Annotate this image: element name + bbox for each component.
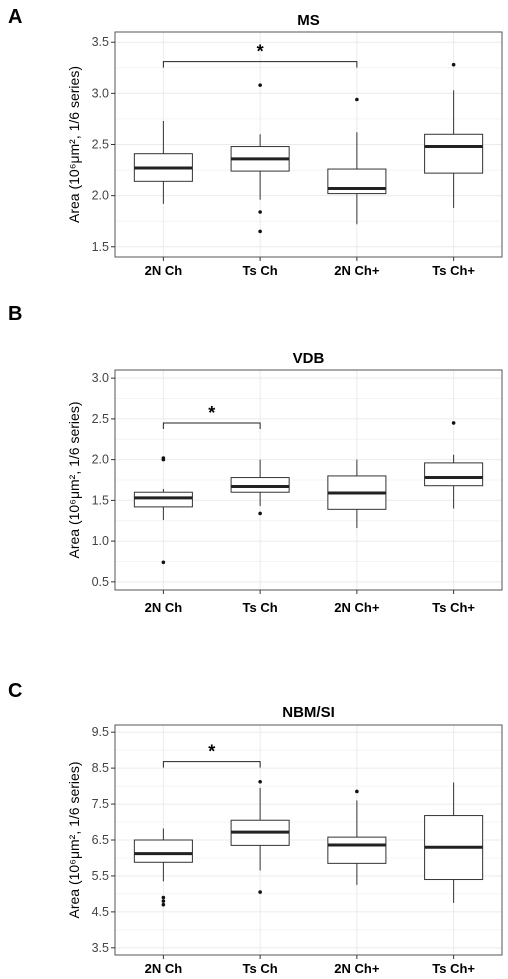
y-tick-label: 3.0 <box>92 371 109 385</box>
y-tick-label: 8.5 <box>92 761 109 775</box>
chart-nbm-si: NBM/SI 3.5 4.5 5.5 6.5 7.5 8.5 9.5 Area (10⁶μm²,… <box>66 704 503 976</box>
outlier-point <box>161 899 166 903</box>
significance-bracket <box>162 761 261 768</box>
box-0 <box>133 120 193 204</box>
outlier-point <box>355 789 359 794</box>
y-axis-label: Area (10⁶μm², 1/6 series) <box>66 762 82 919</box>
box-0 <box>133 456 193 565</box>
x-tick-label: 2N Ch+ <box>334 961 380 976</box>
chart-title: NBM/SI <box>282 704 335 721</box>
significance-star: * <box>257 42 264 62</box>
panel-letter: A <box>8 6 23 28</box>
outlier-point <box>451 421 456 425</box>
panel-letter: B <box>8 303 23 325</box>
box-0 <box>133 828 193 907</box>
outlier-point <box>161 457 166 462</box>
outlier-point <box>161 902 166 907</box>
chart-title: MS <box>297 12 320 29</box>
significance-bracket <box>162 422 261 429</box>
outlier-point <box>258 83 262 87</box>
outlier-point <box>258 210 262 214</box>
outlier-point <box>451 62 456 67</box>
panel-c: C NBM/SI 3.5 4.5 5.5 6.5 7.5 8.5 9.5 Area (10⁶μm… <box>0 640 508 979</box>
x-tick-label: Ts Ch+ <box>432 961 475 976</box>
x-tick-label: Ts Ch <box>243 263 278 278</box>
outlier-point <box>258 890 262 894</box>
outlier-point <box>258 511 262 516</box>
y-tick-label: 2.0 <box>92 189 109 203</box>
box-3 <box>424 421 484 509</box>
box-2 <box>327 97 387 225</box>
x-tick-label: Ts Ch <box>243 961 278 976</box>
panel-a: A MS 1.5 2.0 2.5 3.0 3.5 Area (10⁶μm², 1/6 ser… <box>0 0 508 300</box>
outlier-point <box>258 229 262 234</box>
x-tick-label: 2N Ch <box>145 600 183 615</box>
box-1 <box>230 83 290 234</box>
y-tick-label: 6.5 <box>92 833 109 847</box>
y-tick-label: 9.5 <box>92 725 109 739</box>
x-tick-label: 2N Ch <box>145 263 183 278</box>
x-tick-label: Ts Ch+ <box>432 263 475 278</box>
box-3 <box>424 782 484 903</box>
y-tick-label: 1.5 <box>92 240 109 254</box>
box-iqr <box>424 462 484 487</box>
y-tick-label: 0.5 <box>92 575 109 589</box>
chart-vdb: VDB 0.5 1.0 1.5 2.0 2.5 3.0 Area (10⁶μm², 1/6 s… <box>66 350 503 615</box>
outlier-point <box>161 895 166 900</box>
x-tick-label: Ts Ch+ <box>432 600 475 615</box>
box-1 <box>230 459 290 516</box>
y-tick-label: 2.5 <box>92 138 109 152</box>
outlier-point <box>161 560 166 565</box>
box-iqr <box>230 477 290 493</box>
x-tick-label: 2N Ch <box>145 961 183 976</box>
y-tick-label: 7.5 <box>92 797 109 811</box>
x-tick-label: 2N Ch+ <box>334 600 380 615</box>
chart-title: VDB <box>293 350 325 367</box>
y-tick-label: 4.5 <box>92 905 109 919</box>
box-iqr <box>133 839 193 863</box>
y-tick-label: 3.5 <box>92 941 109 955</box>
plot-border <box>114 369 503 591</box>
y-axis-label: Area (10⁶μm², 1/6 series) <box>66 66 82 223</box>
box-2 <box>327 459 387 529</box>
chart-ms: MS 1.5 2.0 2.5 3.0 3.5 Area (10⁶μm², 1/6 serie… <box>66 12 503 278</box>
y-tick-label: 2.0 <box>92 453 109 467</box>
y-tick-label: 1.0 <box>92 534 109 548</box>
box-1 <box>230 779 290 894</box>
y-tick-label: 2.5 <box>92 412 109 426</box>
y-tick-label: 3.5 <box>92 35 109 49</box>
significance-star: * <box>208 742 215 762</box>
y-tick-label: 3.0 <box>92 86 109 100</box>
box-iqr <box>424 133 484 174</box>
box-iqr <box>133 491 193 508</box>
box-2 <box>327 789 387 885</box>
significance-bracket <box>162 61 358 68</box>
panel-b: B VDB 0.5 1.0 1.5 2.0 2.5 3.0 Area (10⁶μm², 1/6… <box>0 300 508 640</box>
y-tick-label: 5.5 <box>92 869 109 883</box>
x-tick-label: 2N Ch+ <box>334 263 380 278</box>
x-tick-label: Ts Ch <box>243 600 278 615</box>
box-3 <box>424 62 484 208</box>
panel-letter: C <box>8 680 23 702</box>
y-tick-label: 1.5 <box>92 493 109 507</box>
outlier-point <box>355 97 359 102</box>
significance-star: * <box>208 403 215 423</box>
outlier-point <box>258 779 262 784</box>
y-axis-label: Area (10⁶μm², 1/6 series) <box>66 402 82 559</box>
box-iqr <box>327 836 387 864</box>
